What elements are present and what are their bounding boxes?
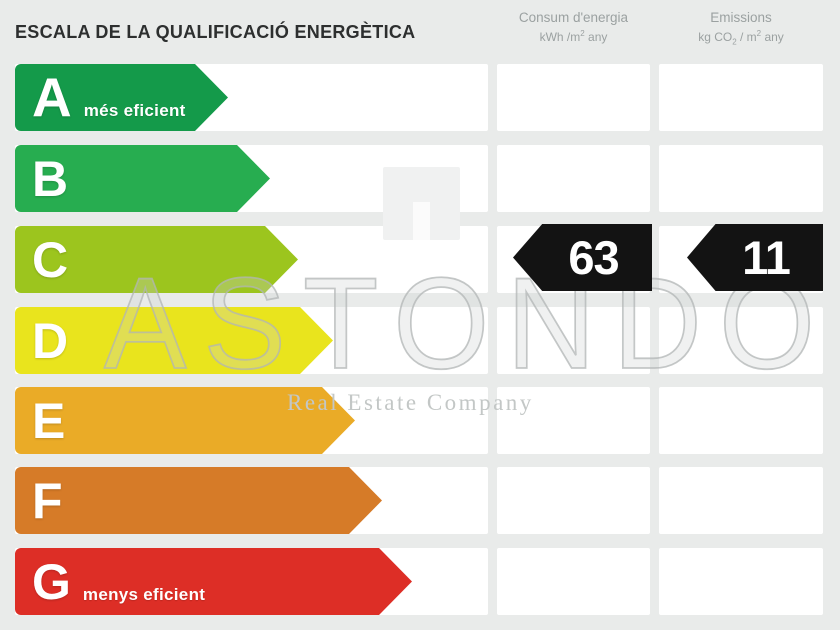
column-header-emissions: Emissions kg CO2 / m2 any	[659, 8, 823, 48]
watermark-house-icon	[383, 167, 460, 240]
scale-row-g: G menys eficient	[0, 548, 840, 615]
rating-arrow-b: B	[15, 145, 270, 212]
consum-value-arrow: 63	[513, 224, 652, 291]
emissions-value-arrow: 11	[687, 224, 823, 291]
rating-letter-a: A	[32, 66, 72, 128]
rating-letter-e: E	[32, 392, 66, 449]
emissions-cell-f	[659, 467, 823, 534]
consum-cell-a	[497, 64, 650, 131]
rating-letter-b: B	[32, 150, 69, 207]
emissions-header-label: Emissions	[710, 10, 772, 25]
consum-cell-d	[497, 307, 650, 374]
page-title: ESCALA DE LA QUALIFICACIÓ ENERGÈTICA	[15, 22, 416, 42]
emissions-cell-g	[659, 548, 823, 615]
column-header-consum: Consum d'energia kWh /m2 any	[497, 8, 650, 46]
consum-header-label: Consum d'energia	[518, 10, 629, 25]
rating-arrow-d: D	[15, 307, 333, 374]
rating-arrow-g: G menys eficient	[15, 548, 412, 615]
emissions-cell-a	[659, 64, 823, 131]
emissions-value: 11	[742, 231, 791, 284]
rating-letter-f: F	[32, 472, 63, 529]
rating-label-g: menys eficient	[82, 584, 206, 604]
consum-header-units: kWh /m2 any	[539, 28, 608, 44]
rating-letter-d: D	[32, 312, 69, 369]
rating-arrow-e: E	[15, 387, 355, 454]
scale-row-e: E	[0, 387, 840, 454]
emissions-cell-b	[659, 145, 823, 212]
emissions-header-units: kg CO2 / m2 any	[698, 28, 784, 46]
consum-value: 63	[568, 231, 619, 284]
consum-cell-b	[497, 145, 650, 212]
rating-arrow-a: A més eficient	[15, 64, 228, 131]
rating-arrow-f: F	[15, 467, 382, 534]
scale-row-d: D	[0, 307, 840, 374]
scale-row-f: F	[0, 467, 840, 534]
scale-row-a: A més eficient	[0, 64, 840, 131]
consum-cell-f	[497, 467, 650, 534]
consum-cell-e	[497, 387, 650, 454]
rating-label-a: més eficient	[83, 100, 186, 120]
rating-arrow-c: C	[15, 226, 298, 293]
consum-cell-g	[497, 548, 650, 615]
rating-letter-c: C	[32, 231, 69, 288]
emissions-cell-d	[659, 307, 823, 374]
watermark-house-door	[413, 202, 430, 240]
rating-letter-g: G	[32, 553, 71, 610]
emissions-cell-e	[659, 387, 823, 454]
